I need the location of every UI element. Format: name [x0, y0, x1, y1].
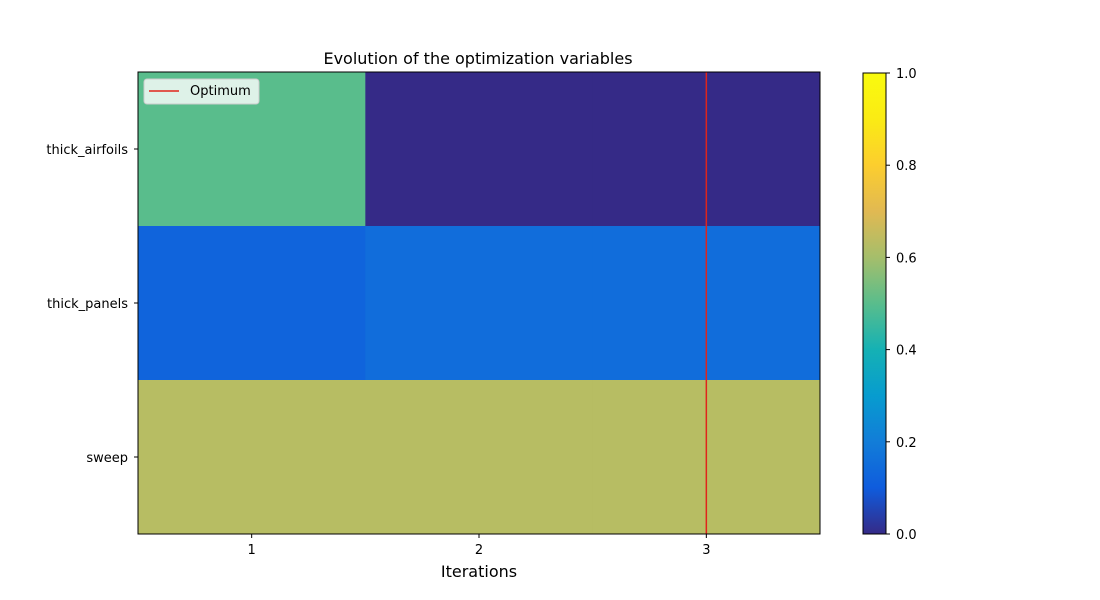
x-tick-label: 3	[702, 543, 710, 558]
chart-title: Evolution of the optimization variables	[323, 49, 632, 68]
colorbar: 0.0 0.2 0.4 0.6 0.8 1.0	[862, 67, 917, 543]
y-tick-label: thick_airfoils	[46, 143, 128, 158]
x-axis: 1 2 3	[248, 534, 710, 558]
colorbar-frame	[862, 72, 887, 535]
heatmap-cell	[365, 380, 594, 535]
x-axis-label: Iterations	[441, 562, 517, 581]
colorbar-tick-label: 0.8	[896, 159, 917, 174]
y-tick-label: sweep	[86, 451, 128, 466]
colorbar-tick-label: 1.0	[896, 67, 917, 82]
legend-box	[143, 78, 260, 105]
colorbar-gradient	[863, 73, 886, 534]
x-tick-label: 1	[248, 543, 256, 558]
colorbar-tick-label: 0.6	[896, 251, 917, 266]
legend-label-optimum: Optimum	[190, 84, 251, 99]
heatmap-cell	[365, 226, 594, 381]
colorbar-tick-label: 0.0	[896, 528, 917, 543]
heatmap-cell	[138, 380, 366, 535]
y-tick-label: thick_panels	[47, 297, 128, 312]
heatmap-cell	[138, 226, 366, 381]
legend: Optimum	[143, 78, 260, 105]
x-tick-label: 2	[475, 543, 483, 558]
colorbar-tick-label: 0.2	[896, 436, 917, 451]
heatmap-cell	[365, 72, 594, 227]
heatmap-cells	[138, 72, 821, 535]
colorbar-tick-label: 0.4	[896, 344, 917, 359]
colorbar-ticks: 0.0 0.2 0.4 0.6 0.8 1.0	[886, 67, 917, 543]
